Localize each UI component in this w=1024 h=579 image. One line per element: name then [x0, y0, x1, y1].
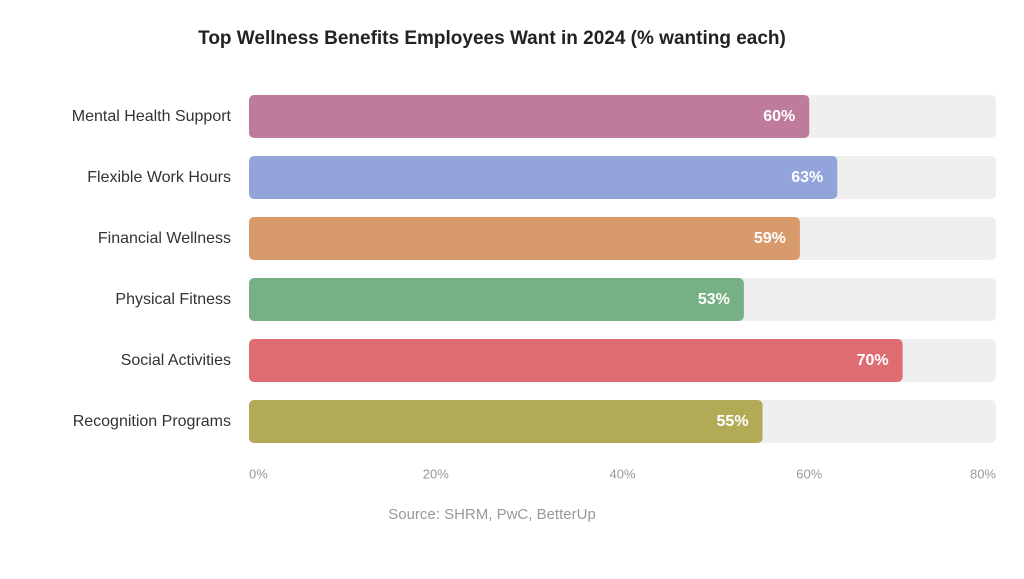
chart-title: Top Wellness Benefits Employees Want in …	[198, 28, 786, 49]
value-label: 63%	[791, 169, 823, 186]
category-label: Social Activities	[121, 352, 231, 369]
value-label: 59%	[754, 230, 786, 247]
x-tick-label: 60%	[796, 467, 822, 482]
bar	[249, 156, 838, 199]
category-label: Mental Health Support	[72, 108, 232, 125]
category-label: Recognition Programs	[73, 413, 231, 430]
chart-source: Source: SHRM, PwC, BetterUp	[388, 506, 596, 523]
x-tick-label: 0%	[249, 467, 268, 482]
x-tick-label: 40%	[609, 467, 635, 482]
value-label: 60%	[763, 108, 795, 125]
bar	[249, 339, 903, 382]
bar	[249, 278, 744, 321]
x-tick-label: 80%	[970, 467, 996, 482]
bar	[249, 217, 800, 260]
bar	[249, 400, 763, 443]
category-label: Flexible Work Hours	[87, 169, 231, 186]
x-tick-label: 20%	[423, 467, 449, 482]
category-label: Financial Wellness	[98, 230, 231, 247]
value-label: 55%	[717, 413, 749, 430]
value-label: 53%	[698, 291, 730, 308]
category-label: Physical Fitness	[115, 291, 231, 308]
bar	[249, 95, 810, 138]
value-label: 70%	[857, 352, 889, 369]
